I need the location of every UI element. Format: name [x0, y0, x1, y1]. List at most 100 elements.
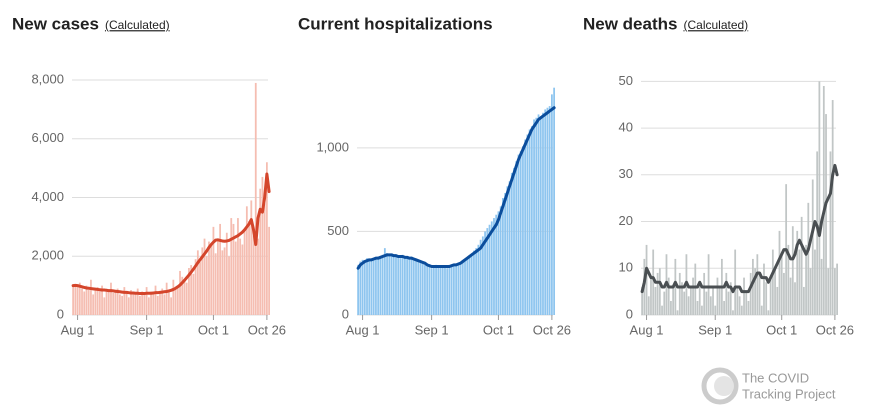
bar — [432, 265, 435, 315]
bar — [123, 287, 126, 315]
bar — [513, 167, 515, 315]
average-line — [640, 163, 839, 294]
bar — [778, 230, 781, 315]
calculated-link[interactable]: (Calculated) — [105, 18, 170, 32]
bar — [130, 290, 132, 315]
logo-text: The COVID — [742, 370, 809, 385]
bar — [426, 264, 429, 315]
bar — [658, 268, 661, 315]
bar — [468, 256, 471, 315]
bar — [495, 214, 498, 315]
bar — [145, 287, 148, 315]
bar — [734, 249, 737, 315]
bar — [361, 259, 364, 315]
bar — [771, 249, 774, 315]
bar — [132, 294, 135, 315]
bar — [366, 258, 368, 315]
bar — [827, 268, 830, 315]
bar — [221, 250, 224, 315]
bar — [72, 285, 75, 315]
bar — [268, 226, 271, 315]
bar — [448, 264, 451, 315]
bar — [214, 253, 217, 315]
bar — [107, 290, 110, 315]
bar — [794, 282, 796, 315]
bar — [216, 238, 219, 315]
logo: The COVID Tracking Project — [701, 367, 836, 405]
bar — [401, 254, 404, 315]
y-tick-label: 4,000 — [31, 189, 64, 204]
bar — [112, 292, 115, 315]
bar — [167, 291, 170, 315]
bar — [732, 310, 734, 315]
bar — [499, 206, 502, 315]
bar — [375, 257, 377, 315]
bar — [466, 257, 469, 315]
bar — [103, 297, 106, 315]
bar — [816, 151, 819, 315]
bar — [800, 216, 803, 315]
bar — [105, 288, 108, 315]
bar — [228, 256, 230, 315]
bar — [818, 81, 821, 315]
bar — [441, 265, 444, 315]
y-tick-label: 0 — [626, 306, 633, 321]
bar — [506, 186, 509, 315]
bar — [479, 239, 482, 315]
bar — [248, 221, 250, 315]
bar — [179, 270, 181, 315]
bar — [470, 254, 473, 315]
bar — [822, 86, 825, 316]
bar — [743, 277, 745, 315]
average-line — [71, 172, 271, 296]
bar — [490, 221, 493, 315]
bar — [403, 256, 406, 315]
bar — [392, 256, 395, 315]
bar — [150, 291, 152, 315]
bar — [428, 266, 431, 315]
bar — [181, 276, 184, 315]
bar — [185, 282, 188, 315]
bar — [783, 272, 785, 315]
x-tick-label: Sep 1 — [130, 322, 164, 337]
bar — [234, 241, 237, 315]
bar — [116, 288, 119, 315]
bar — [118, 294, 121, 315]
bar — [265, 162, 268, 315]
bar — [194, 259, 197, 315]
bar — [439, 267, 442, 315]
bar — [156, 295, 159, 315]
bar — [689, 286, 692, 315]
bar — [406, 257, 409, 315]
bar — [829, 151, 832, 315]
logo-icon — [701, 367, 739, 405]
bar — [696, 300, 699, 315]
bar — [796, 230, 799, 315]
bar — [758, 272, 761, 315]
logo-icon-inner — [714, 376, 734, 396]
y-tick-label: 20 — [619, 213, 633, 228]
bar — [399, 258, 402, 315]
bar — [259, 188, 262, 315]
bar — [125, 291, 128, 315]
bar — [232, 223, 235, 315]
bar — [230, 218, 233, 315]
bar — [486, 228, 489, 315]
x-tick-label: Aug 1 — [61, 322, 95, 337]
bar — [484, 231, 486, 315]
bar — [243, 229, 246, 315]
calculated-link[interactable]: (Calculated) — [683, 18, 748, 32]
bar — [252, 235, 255, 315]
bar — [408, 258, 411, 315]
chart: New cases (Calculated) 0 2,000 4,000 6,000 8,0… — [12, 14, 286, 337]
bar — [530, 126, 533, 315]
bar — [754, 268, 757, 315]
bar — [698, 282, 701, 315]
bar — [776, 286, 779, 315]
bar — [219, 223, 222, 315]
bar — [96, 287, 99, 315]
bar — [143, 294, 146, 315]
bar — [537, 114, 540, 315]
bar — [76, 287, 79, 315]
